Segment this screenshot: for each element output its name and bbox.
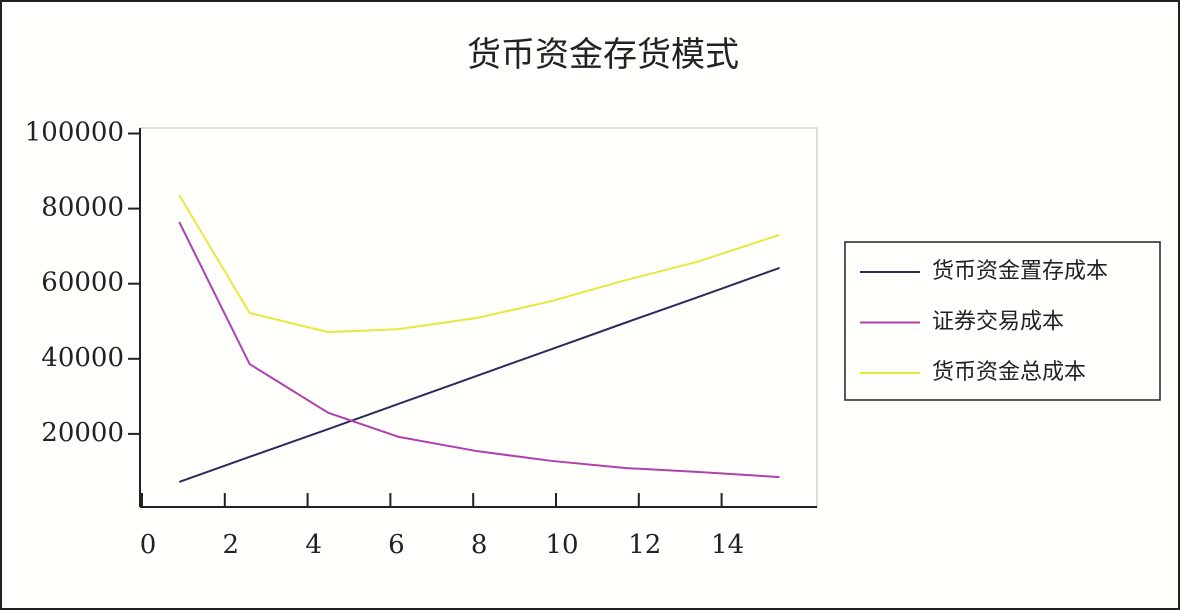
chart-title: 货币资金存货模式 (467, 35, 739, 75)
legend-label: 货币资金置存成本 (932, 259, 1108, 284)
x-tick-label: 2 (223, 530, 240, 560)
x-tick-label: 14 (711, 530, 744, 560)
y-tick-label: 60000 (41, 268, 124, 298)
x-tick-label: 12 (628, 530, 661, 560)
series-line (178, 194, 780, 334)
x-tick-label: 0 (140, 530, 157, 560)
series-line (178, 221, 780, 479)
y-tick-label: 40000 (41, 343, 124, 373)
y-tick-label: 20000 (41, 418, 124, 448)
series-line (178, 266, 780, 483)
x-tick-label: 10 (545, 530, 578, 560)
legend-label: 货币资金总成本 (932, 360, 1086, 385)
y-tick-label: 100000 (25, 118, 124, 148)
x-tick-label: 4 (305, 530, 322, 560)
x-tick-label: 6 (388, 530, 405, 560)
y-tick-label: 80000 (41, 193, 124, 223)
legend-label: 证券交易成本 (932, 310, 1064, 335)
x-tick-label: 8 (471, 530, 488, 560)
